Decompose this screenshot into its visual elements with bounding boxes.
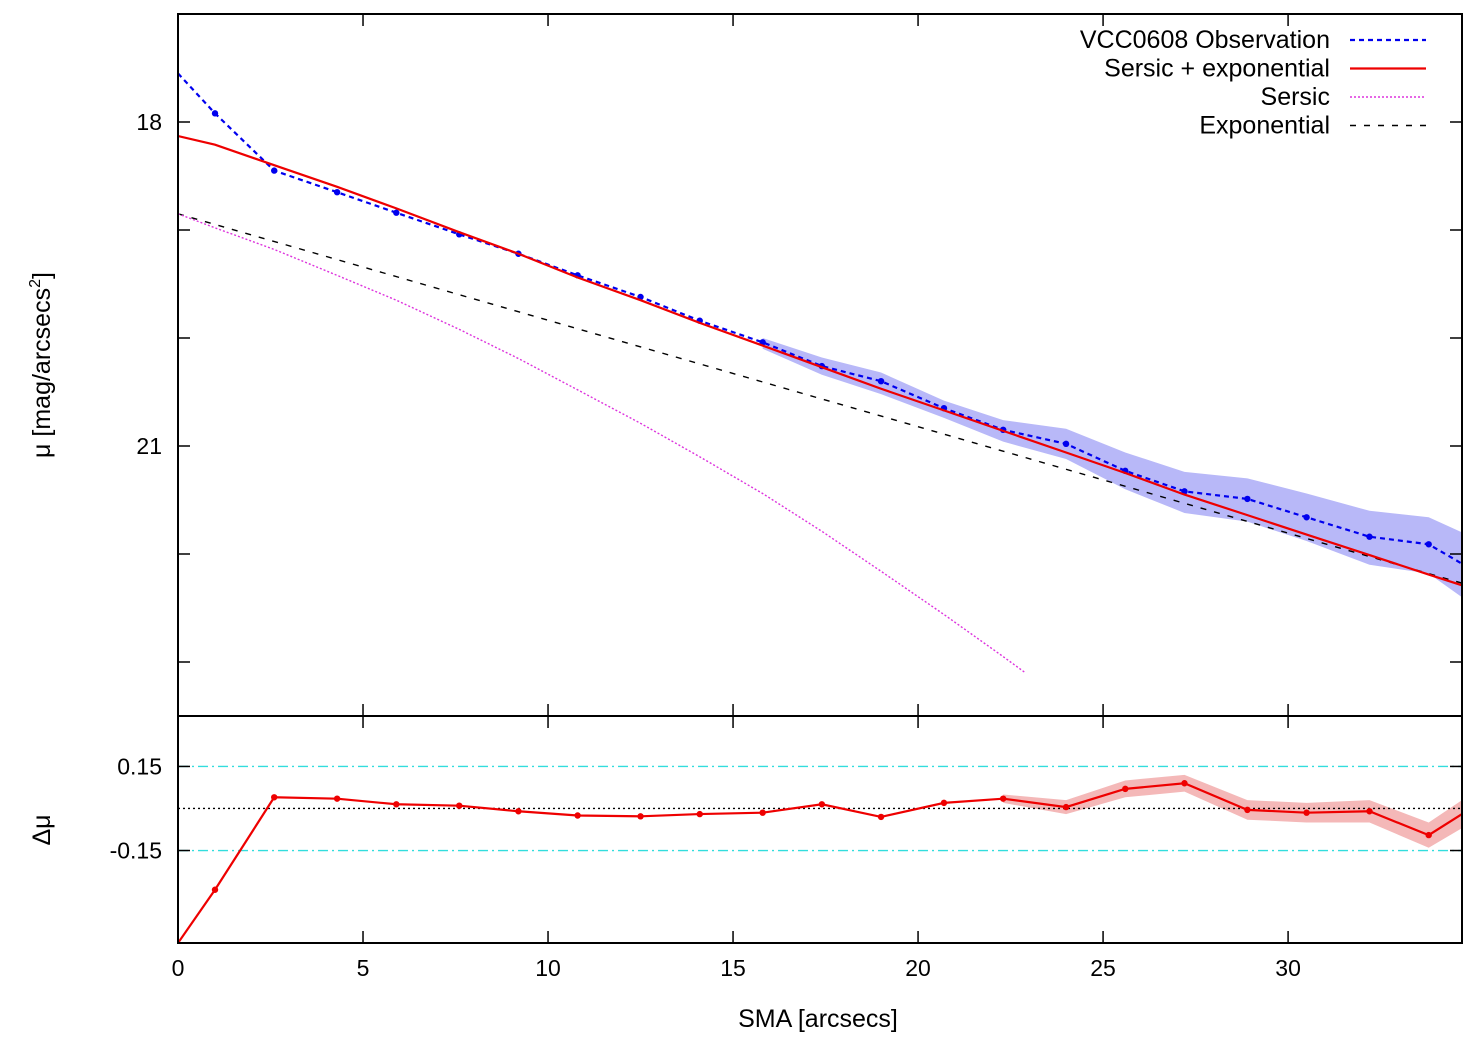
data-point xyxy=(1062,440,1070,448)
data-point xyxy=(393,209,400,216)
data-point xyxy=(211,886,219,893)
series-line-2 xyxy=(178,213,1026,674)
series-line-0 xyxy=(178,72,1462,565)
data-point xyxy=(1366,808,1373,815)
series-line-1 xyxy=(178,134,1462,587)
residual-series xyxy=(178,765,1462,943)
y-tick-label: 18 xyxy=(136,109,162,135)
x-tick-label: 0 xyxy=(172,955,185,981)
data-point xyxy=(456,802,463,809)
data-point xyxy=(877,813,885,821)
data-point xyxy=(1303,514,1310,521)
x-tick-label: 25 xyxy=(1090,955,1116,981)
data-point xyxy=(1366,533,1373,540)
data-point xyxy=(1062,803,1070,811)
profile-y-axis-label: μ [mag/arcsecs2] xyxy=(27,272,56,458)
data-point xyxy=(271,794,278,801)
data-point xyxy=(211,110,219,117)
legend-entry-label: Sersic xyxy=(1261,83,1330,111)
legend-entry-label: Exponential xyxy=(1199,112,1330,140)
residual-panel: 0.15 -0.15 0 5 10 15 20 25 30 Δμ SMA [arcsecs] xyxy=(28,715,1463,1033)
data-point xyxy=(574,812,581,819)
data-point xyxy=(333,189,341,196)
data-point xyxy=(818,801,826,808)
y-tick-label: 21 xyxy=(136,433,162,459)
profile-series xyxy=(178,72,1462,674)
residual-error-band xyxy=(1003,774,1462,848)
x-tick-label: 10 xyxy=(535,955,561,981)
data-point xyxy=(393,801,400,808)
data-point xyxy=(1303,809,1310,816)
data-point xyxy=(271,167,278,174)
data-point xyxy=(1425,541,1432,548)
x-axis-label: SMA [arcsecs] xyxy=(738,1005,898,1033)
data-point xyxy=(637,813,644,820)
data-point xyxy=(1181,780,1188,787)
data-point xyxy=(515,808,522,815)
x-tick-label: 30 xyxy=(1275,955,1301,981)
x-tick-label: 15 xyxy=(720,955,746,981)
x-tick-label: 20 xyxy=(905,955,931,981)
x-tick-label: 5 xyxy=(357,955,370,981)
residual-band xyxy=(1003,774,1462,848)
data-point xyxy=(696,810,703,818)
data-point xyxy=(940,799,948,807)
data-point xyxy=(333,795,341,802)
residual-frame xyxy=(177,715,1463,944)
data-point xyxy=(877,378,885,385)
residual-y-axis-label: Δμ xyxy=(28,814,56,845)
legend-entry-label: Sersic + exponential xyxy=(1104,55,1330,83)
data-point xyxy=(1425,831,1432,839)
data-point xyxy=(1122,785,1129,793)
y-tick-label: -0.15 xyxy=(110,838,162,864)
data-point xyxy=(759,809,766,816)
data-point xyxy=(1244,495,1251,503)
legend-entry-label: VCC0608 Observation xyxy=(1080,26,1330,54)
data-point xyxy=(999,795,1007,802)
series-line-3 xyxy=(178,213,1462,584)
data-point xyxy=(1244,806,1251,814)
residual-ticks: 0.15 -0.15 0 5 10 15 20 25 30 xyxy=(110,716,1462,981)
y-tick-label: 0.15 xyxy=(117,753,162,779)
